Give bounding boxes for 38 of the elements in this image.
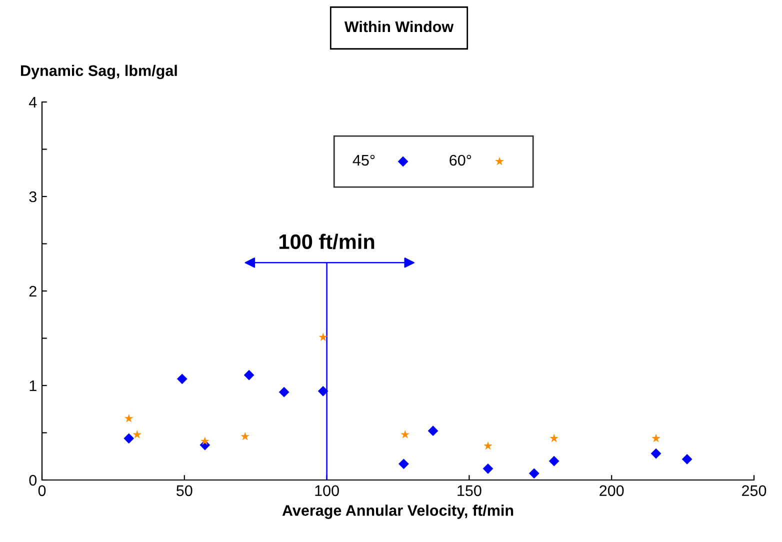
point — [482, 463, 494, 474]
y-tick-label: 1 — [30, 380, 36, 392]
legend-label: 45° — [352, 154, 375, 166]
y-tick-label: 3 — [29, 191, 36, 202]
point — [124, 433, 134, 444]
chart-title: Within Window — [344, 20, 454, 32]
point — [398, 458, 409, 470]
point — [548, 456, 560, 466]
point — [278, 386, 290, 398]
x-tick-label: 150 — [458, 485, 482, 496]
point — [318, 332, 328, 342]
point — [550, 434, 558, 442]
y-tick-label: 0 — [29, 474, 37, 486]
y-tick-label: 4 — [28, 97, 37, 108]
point — [176, 374, 188, 384]
y-tick-label: 2 — [29, 286, 36, 297]
x-tick-label: 100 — [315, 485, 339, 496]
point — [200, 436, 210, 446]
point — [318, 386, 328, 396]
point — [240, 432, 250, 440]
x-tick-label: 50 — [176, 485, 192, 496]
x-tick-label: 0 — [38, 485, 46, 496]
legend-label: 60° — [450, 154, 472, 166]
point — [428, 426, 438, 436]
x-tick-label: 250 — [742, 485, 766, 496]
point — [400, 430, 410, 438]
point — [484, 441, 492, 450]
x-axis-title: Average Annular Velocity, ft/min — [282, 504, 514, 519]
x-tick-label: 200 — [600, 485, 624, 496]
point — [652, 434, 660, 442]
point — [244, 370, 254, 380]
ref-line-label: 100 ft/min — [279, 234, 374, 250]
point — [528, 468, 540, 479]
point — [650, 448, 662, 459]
point — [124, 414, 134, 422]
point — [132, 430, 142, 438]
point — [682, 454, 692, 464]
y-axis-title: Dynamic Sag, lbm/gal — [21, 64, 177, 80]
